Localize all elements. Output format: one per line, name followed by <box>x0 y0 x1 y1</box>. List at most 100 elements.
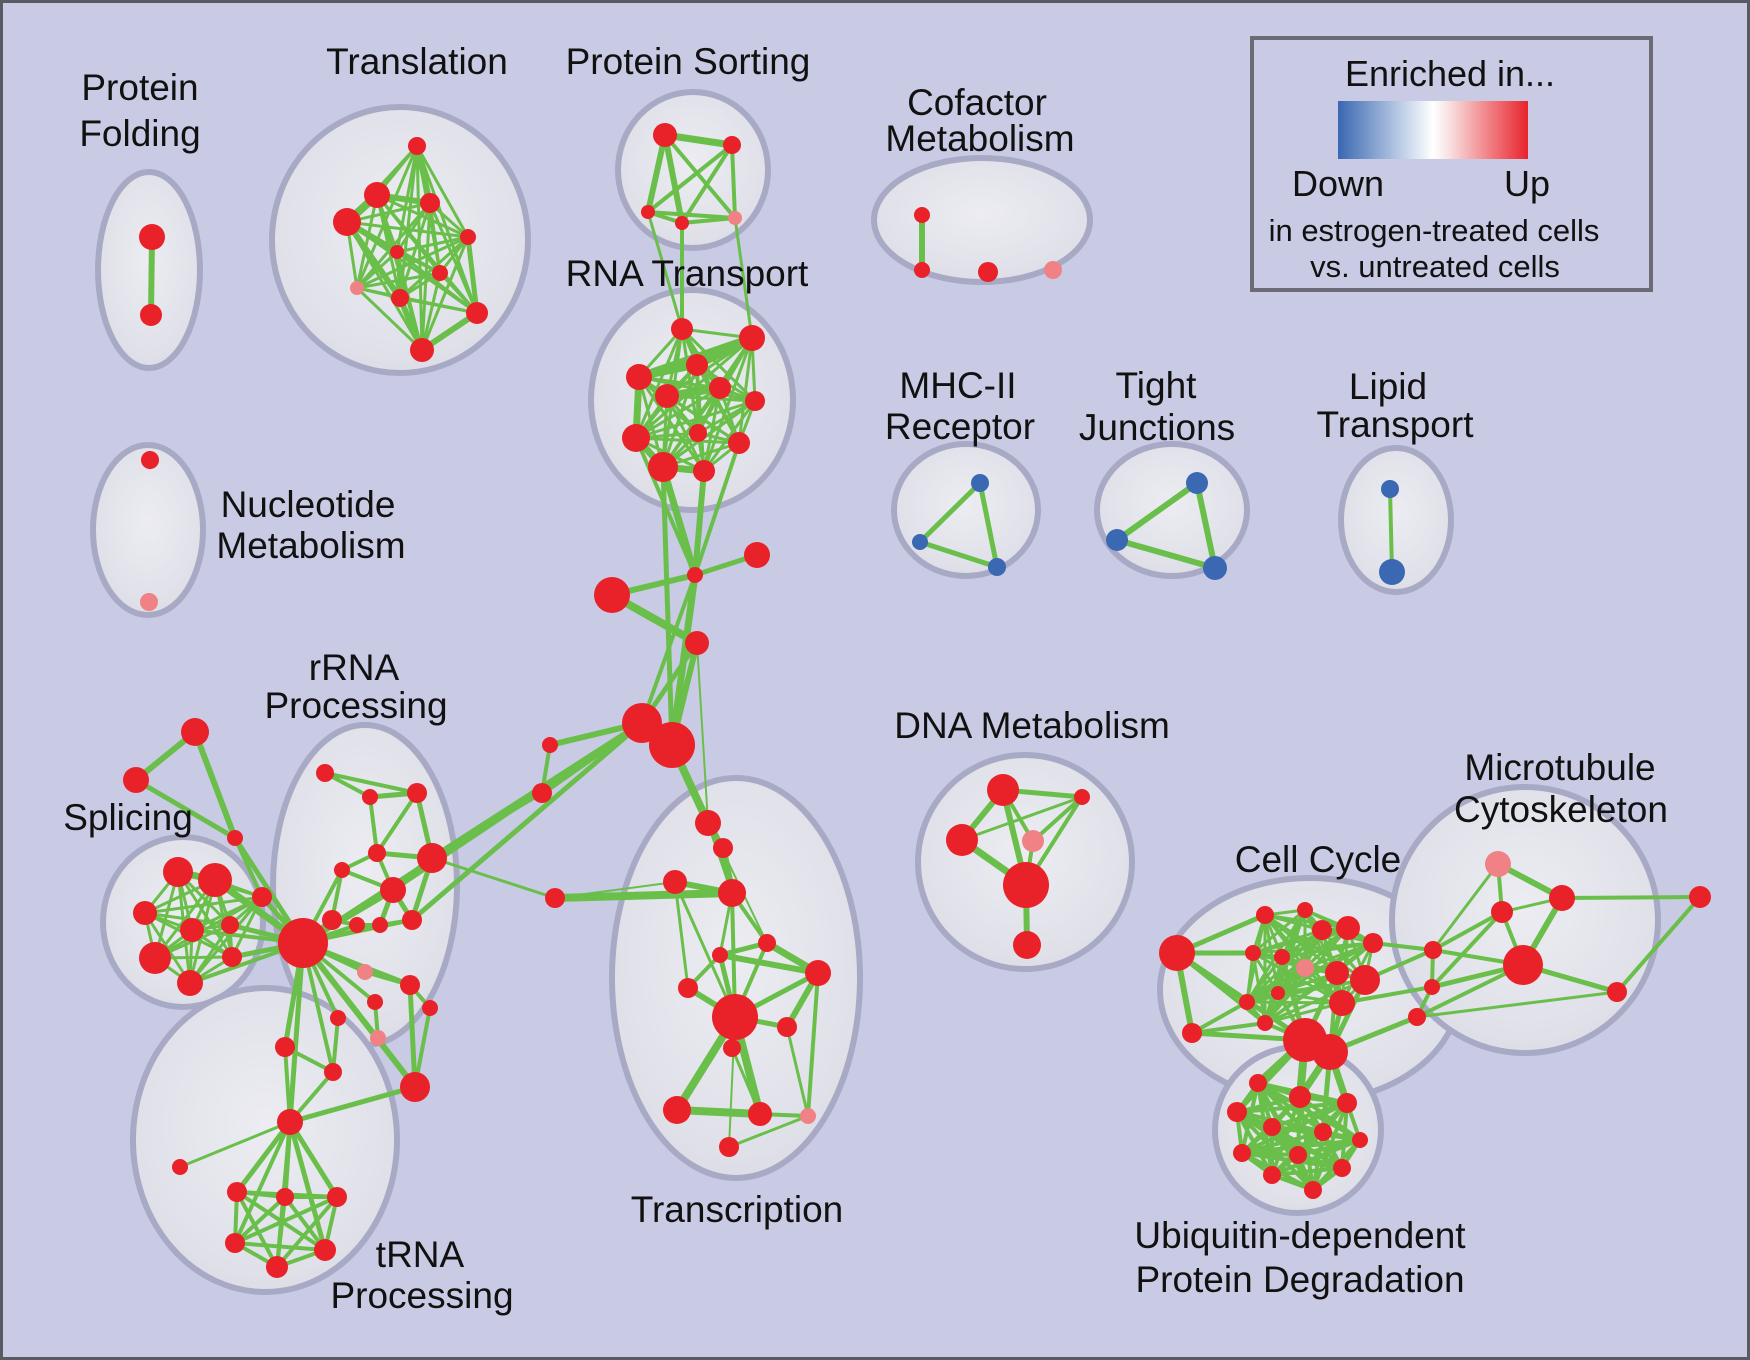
node-t5 <box>327 1187 347 1207</box>
node-tn2 <box>364 182 390 208</box>
edge-n4-n11 <box>661 363 699 469</box>
edge-tn6-tn8 <box>355 250 399 290</box>
edge-t5-t6 <box>233 1195 339 1245</box>
node-ccL <box>1159 935 1195 971</box>
edge-n10-ch2 <box>693 441 741 577</box>
edge-n7-n11 <box>661 399 757 469</box>
node-t7 <box>314 1239 336 1261</box>
cluster-label-tight-junctions-line1: Junctions <box>1079 407 1235 448</box>
edge-r13-r18 <box>407 982 418 1090</box>
node-t3 <box>227 1182 247 1202</box>
node-tj2 <box>1106 529 1128 551</box>
edge-ps1-ps3 <box>646 133 667 214</box>
node-n8 <box>622 424 650 452</box>
node-cf3 <box>978 262 998 282</box>
edge-n2-n10 <box>737 336 754 445</box>
edge-c7-r5 <box>430 856 557 900</box>
cluster-label-trna-processing-line1: Processing <box>330 1275 513 1316</box>
edge-s3-s9 <box>143 895 264 915</box>
node-x12 <box>748 1102 772 1126</box>
legend-up-label: Up <box>1504 163 1550 204</box>
edge-t4-t8 <box>275 1195 287 1269</box>
cluster-label-ubiquitin-degradation-line0: Ubiquitin-dependent <box>1134 1215 1466 1256</box>
node-lp1 <box>1381 480 1399 498</box>
cluster-label-translation-line0: Translation <box>326 41 508 82</box>
node-x3 <box>663 870 687 894</box>
cluster-label-nucleotide-metabolism-line0: Nucleotide <box>221 484 396 525</box>
edge-lp1-lp2 <box>1388 487 1394 574</box>
edge-m1-m6 <box>1560 895 1702 900</box>
edge-ccr1-m2 <box>1431 910 1504 952</box>
node-cc1 <box>1256 906 1274 924</box>
edge-x6-x7 <box>717 952 821 976</box>
cluster-ellipse-nucleotide-metabolism <box>90 442 206 618</box>
nodes-layer <box>123 123 1711 1278</box>
legend-box <box>1250 36 1653 292</box>
node-d2 <box>1074 789 1090 805</box>
node-mp <box>1485 851 1511 877</box>
edge-ps1-ps4 <box>663 133 684 225</box>
node-r20 <box>324 1063 342 1081</box>
edge-c7-x3 <box>554 881 676 899</box>
edge-n6-n10 <box>665 394 741 445</box>
cluster-label-protein-sorting-line0: Protein Sorting <box>566 41 811 82</box>
edge-n7-n12 <box>702 399 757 473</box>
edge-th-t3 <box>234 1119 293 1195</box>
edge-cc10-cc12 <box>1245 1000 1344 1005</box>
node-r17 <box>370 1030 386 1046</box>
edge-n8-n10 <box>634 436 741 445</box>
edge-tn5-tn10 <box>466 235 479 315</box>
edge-tn9-tn10 <box>398 296 479 315</box>
node-mbig <box>1503 945 1543 985</box>
edge-ccL-ccH1 <box>1174 950 1308 1043</box>
node-tj1 <box>1186 472 1208 494</box>
legend-caption-0: in estrogen-treated cells <box>1269 213 1600 248</box>
edge-d2-d3 <box>960 795 1084 842</box>
node-ch2 <box>687 567 703 583</box>
node-cc9 <box>1350 965 1380 995</box>
node-ps5 <box>728 211 742 225</box>
node-nm1 <box>141 451 159 469</box>
node-xbig <box>712 994 758 1040</box>
edge-ps5-n2 <box>733 216 754 340</box>
node-u3 <box>1337 1093 1357 1113</box>
node-c5 <box>542 737 558 753</box>
edge-c7-x4 <box>551 889 736 902</box>
edge-tn3-tn11 <box>345 220 424 352</box>
cluster-label-microtubule-cytoskeleton-line1: Cytoskeleton <box>1454 789 1668 830</box>
edge-ccr1-mp <box>1431 862 1500 952</box>
edge-ch2-bh1 <box>640 573 697 725</box>
edge-tn8-tn11 <box>355 286 424 352</box>
node-x6 <box>712 947 728 963</box>
edge-tn2-tn8 <box>355 193 379 290</box>
cluster-label-lipid-transport-line0: Lipid <box>1349 366 1427 407</box>
edge-x7-x13 <box>806 971 820 1118</box>
node-n7 <box>745 391 765 411</box>
node-n10 <box>728 432 750 454</box>
node-s1 <box>163 857 193 887</box>
cluster-label-tight-junctions-line0: Tight <box>1116 365 1198 406</box>
node-c6 <box>532 783 552 803</box>
legend-caption-1: vs. untreated cells <box>1310 249 1560 284</box>
edge-tn5-tn9 <box>398 235 470 300</box>
node-pf1 <box>139 224 165 250</box>
edge-r3-r4 <box>375 791 419 855</box>
node-r13 <box>400 975 420 995</box>
legend-title: Enriched in... <box>1345 53 1555 94</box>
node-ps4 <box>675 216 689 230</box>
node-d1 <box>987 774 1019 806</box>
edge-mh1-mh3 <box>977 480 1000 570</box>
node-ccB <box>1182 1023 1202 1043</box>
node-r9 <box>349 917 365 933</box>
cluster-label-protein-folding-line1: Folding <box>79 113 200 154</box>
node-u1 <box>1249 1074 1267 1092</box>
edge-tn3-tn4 <box>345 201 432 224</box>
edge-u10-u11 <box>1270 1166 1344 1177</box>
node-tn3 <box>333 208 361 236</box>
node-u10 <box>1333 1159 1351 1177</box>
node-x13 <box>800 1108 816 1124</box>
edge-cc4-cc7 <box>1280 926 1350 959</box>
edge-cc4-cc6 <box>1251 926 1350 955</box>
node-x9 <box>777 1017 797 1037</box>
node-m6 <box>1689 886 1711 908</box>
